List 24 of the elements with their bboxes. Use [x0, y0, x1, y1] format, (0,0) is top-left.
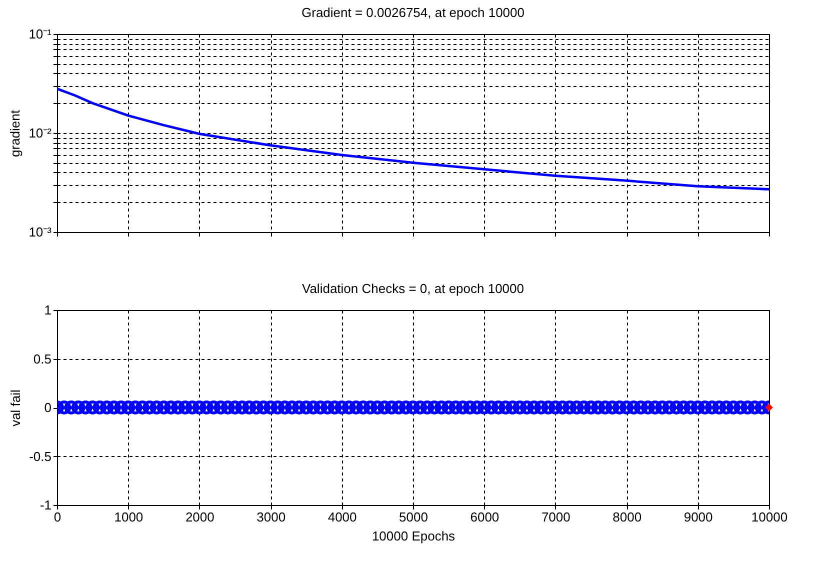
x-tick-label: 1000 — [114, 510, 144, 524]
y-tick-label: 10⁻³ — [28, 224, 52, 240]
x-tick-label: 7000 — [541, 510, 570, 524]
x-tick-label: 5000 — [399, 510, 428, 524]
chart-title: Validation Checks = 0, at epoch 10000 — [302, 281, 524, 296]
x-tick-label: 8000 — [612, 510, 642, 524]
y-tick-label: 10⁻² — [28, 126, 52, 140]
y-tick-label: -0.5 — [29, 448, 52, 464]
line-series — [57, 87, 769, 191]
x-tick-label: 2000 — [185, 510, 214, 524]
x-tick-label: 10000 — [751, 510, 788, 524]
x-axis-title: 10000 Epochs — [372, 528, 456, 544]
y-tick-label: 0.5 — [33, 351, 52, 366]
y-tick-label: 10⁻¹ — [28, 26, 52, 42]
chart-title: Gradient = 0.0026754, at epoch 10000 — [302, 5, 524, 20]
x-tick-label: 9000 — [684, 510, 713, 524]
x-tick-label: 6000 — [470, 510, 500, 524]
y-tick-label: 0 — [44, 400, 52, 415]
y-tick-label: 1 — [44, 302, 52, 318]
y-axis-title: gradient — [8, 110, 23, 157]
x-tick-label: 4000 — [328, 510, 357, 524]
y-axis-title: val fail — [8, 389, 24, 426]
x-tick-label: 3000 — [256, 510, 286, 524]
y-tick-label: -1 — [40, 498, 52, 512]
